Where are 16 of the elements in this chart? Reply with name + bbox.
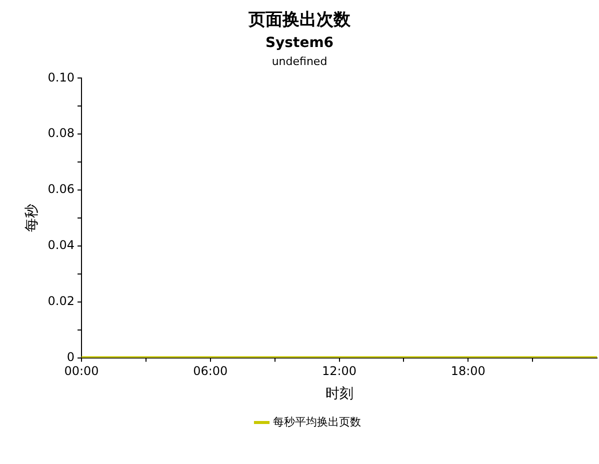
y-tick-label: 0.08	[48, 126, 75, 140]
legend-label: 每秒平均换出页数	[272, 415, 361, 428]
y-tick-label: 0.10	[48, 70, 75, 84]
y-tick-label: 0	[66, 350, 75, 364]
x-tick-label: 06:00	[193, 364, 228, 378]
y-tick-label: 0.02	[48, 294, 75, 308]
y-tick-label: 0.06	[48, 182, 75, 196]
chart-title: 页面换出次数	[247, 9, 352, 31]
x-tick-label: 12:00	[322, 364, 357, 378]
x-axis-title: 时刻	[325, 386, 354, 402]
x-tick-label: 00:00	[64, 364, 99, 378]
y-axis-title: 每秒	[24, 204, 40, 232]
y-tick-label: 0.04	[48, 238, 75, 252]
chart-subtitle: System6	[264, 35, 335, 51]
text: undefined	[270, 55, 328, 68]
x-tick-label: 18:00	[450, 364, 486, 378]
